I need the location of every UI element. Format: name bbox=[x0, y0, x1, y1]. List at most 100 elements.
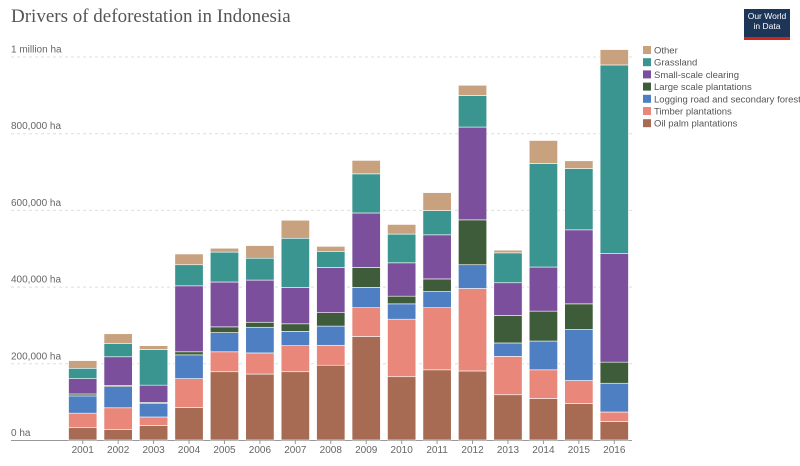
bar-segment-logging-road-and-secondary-forests-2014[interactable] bbox=[528, 340, 558, 371]
bar-segment-logging-road-and-secondary-forests-2003[interactable] bbox=[139, 403, 169, 418]
bar-segment-timber-plantations-2015[interactable] bbox=[564, 380, 594, 404]
bar-segment-oil-palm-plantations-2015[interactable] bbox=[564, 403, 594, 441]
bar-segment-grassland-2012[interactable] bbox=[458, 95, 488, 128]
bar-segment-grassland-2005[interactable] bbox=[209, 251, 239, 283]
bar-segment-oil-palm-plantations-2013[interactable] bbox=[493, 394, 523, 441]
bar-segment-logging-road-and-secondary-forests-2016[interactable] bbox=[599, 382, 629, 413]
bar-segment-large-scale-plantations-2007[interactable] bbox=[280, 323, 310, 332]
bar-segment-large-scale-plantations-2005[interactable] bbox=[209, 326, 239, 333]
bar-segment-other-2006[interactable] bbox=[245, 245, 275, 259]
bar-segment-other-2014[interactable] bbox=[528, 140, 558, 164]
bar-segment-timber-plantations-2006[interactable] bbox=[245, 352, 275, 375]
bar-segment-oil-palm-plantations-2014[interactable] bbox=[528, 398, 558, 441]
owid-logo[interactable]: Our World in Data bbox=[744, 9, 790, 40]
legend-item-logging-road-and-secondary-forests[interactable]: Logging road and secondary forests bbox=[643, 94, 800, 105]
bar-segment-timber-plantations-2010[interactable] bbox=[387, 318, 417, 378]
bar-segment-oil-palm-plantations-2012[interactable] bbox=[458, 370, 488, 441]
bar-segment-timber-plantations-2002[interactable] bbox=[103, 407, 133, 430]
bar-segment-small-scale-clearing-2012[interactable] bbox=[458, 126, 488, 221]
bar-segment-logging-road-and-secondary-forests-2002[interactable] bbox=[103, 386, 133, 409]
bar-segment-other-2007[interactable] bbox=[280, 219, 310, 239]
bar-segment-large-scale-plantations-2008[interactable] bbox=[316, 312, 346, 327]
bar-segment-logging-road-and-secondary-forests-2010[interactable] bbox=[387, 303, 417, 320]
bar-segment-small-scale-clearing-2003[interactable] bbox=[139, 384, 169, 403]
bar-segment-other-2003[interactable] bbox=[139, 345, 169, 350]
bar-segment-timber-plantations-2007[interactable] bbox=[280, 345, 310, 373]
bar-segment-other-2001[interactable] bbox=[68, 360, 98, 369]
bar-segment-other-2016[interactable] bbox=[599, 49, 629, 66]
bar-segment-small-scale-clearing-2004[interactable] bbox=[174, 285, 204, 353]
bar-segment-small-scale-clearing-2001[interactable] bbox=[68, 378, 98, 395]
bar-segment-logging-road-and-secondary-forests-2011[interactable] bbox=[422, 291, 452, 308]
bar-segment-large-scale-plantations-2004[interactable] bbox=[174, 351, 204, 356]
bar-segment-oil-palm-plantations-2001[interactable] bbox=[68, 427, 98, 441]
bar-segment-oil-palm-plantations-2007[interactable] bbox=[280, 371, 310, 441]
bar-segment-grassland-2006[interactable] bbox=[245, 257, 275, 281]
bar-segment-other-2015[interactable] bbox=[564, 160, 594, 169]
bar-segment-timber-plantations-2009[interactable] bbox=[351, 307, 381, 337]
bar-segment-oil-palm-plantations-2009[interactable] bbox=[351, 336, 381, 441]
bar-segment-oil-palm-plantations-2004[interactable] bbox=[174, 407, 204, 441]
bar-segment-other-2002[interactable] bbox=[103, 333, 133, 344]
bar-segment-oil-palm-plantations-2010[interactable] bbox=[387, 376, 417, 441]
legend-item-small-scale-clearing[interactable]: Small-scale clearing bbox=[643, 70, 739, 81]
bar-segment-large-scale-plantations-2016[interactable] bbox=[599, 361, 629, 384]
bar-segment-large-scale-plantations-2006[interactable] bbox=[245, 321, 275, 328]
bar-segment-large-scale-plantations-2013[interactable] bbox=[493, 315, 523, 344]
bar-segment-logging-road-and-secondary-forests-2004[interactable] bbox=[174, 354, 204, 379]
bar-segment-large-scale-plantations-2015[interactable] bbox=[564, 303, 594, 330]
bar-segment-grassland-2008[interactable] bbox=[316, 251, 346, 268]
bar-segment-logging-road-and-secondary-forests-2013[interactable] bbox=[493, 342, 523, 357]
legend-item-large-scale-plantations[interactable]: Large scale plantations bbox=[643, 82, 752, 93]
bar-segment-grassland-2002[interactable] bbox=[103, 343, 133, 358]
bar-segment-timber-plantations-2011[interactable] bbox=[422, 307, 452, 371]
bar-segment-logging-road-and-secondary-forests-2007[interactable] bbox=[280, 331, 310, 346]
bar-segment-timber-plantations-2004[interactable] bbox=[174, 378, 204, 408]
bar-segment-logging-road-and-secondary-forests-2012[interactable] bbox=[458, 264, 488, 289]
bar-segment-small-scale-clearing-2006[interactable] bbox=[245, 279, 275, 323]
bar-segment-small-scale-clearing-2005[interactable] bbox=[209, 281, 239, 328]
bar-segment-grassland-2011[interactable] bbox=[422, 210, 452, 236]
bar-segment-other-2009[interactable] bbox=[351, 160, 381, 175]
bar-segment-oil-palm-plantations-2002[interactable] bbox=[103, 429, 133, 441]
bar-segment-small-scale-clearing-2010[interactable] bbox=[387, 262, 417, 297]
bar-segment-grassland-2009[interactable] bbox=[351, 173, 381, 214]
bar-segment-large-scale-plantations-2010[interactable] bbox=[387, 295, 417, 305]
legend-item-grassland[interactable]: Grassland bbox=[643, 58, 697, 69]
bar-segment-large-scale-plantations-2009[interactable] bbox=[351, 267, 381, 288]
bar-segment-logging-road-and-secondary-forests-2006[interactable] bbox=[245, 326, 275, 354]
bar-segment-timber-plantations-2014[interactable] bbox=[528, 369, 558, 399]
bar-segment-other-2013[interactable] bbox=[493, 249, 523, 254]
bar-segment-timber-plantations-2008[interactable] bbox=[316, 344, 346, 366]
legend-item-oil-palm-plantations[interactable]: Oil palm plantations bbox=[643, 119, 738, 130]
bar-segment-grassland-2015[interactable] bbox=[564, 168, 594, 231]
bar-segment-timber-plantations-2013[interactable] bbox=[493, 356, 523, 396]
bar-segment-oil-palm-plantations-2008[interactable] bbox=[316, 364, 346, 441]
bar-segment-grassland-2003[interactable] bbox=[139, 349, 169, 386]
bar-segment-other-2011[interactable] bbox=[422, 192, 452, 211]
bar-segment-other-2012[interactable] bbox=[458, 84, 488, 96]
bar-segment-logging-road-and-secondary-forests-2005[interactable] bbox=[209, 332, 239, 353]
bar-segment-other-2010[interactable] bbox=[387, 224, 417, 235]
bar-segment-grassland-2010[interactable] bbox=[387, 233, 417, 264]
bar-segment-timber-plantations-2016[interactable] bbox=[599, 411, 629, 422]
bar-segment-grassland-2014[interactable] bbox=[528, 163, 558, 268]
bar-segment-grassland-2016[interactable] bbox=[599, 64, 629, 254]
bar-segment-small-scale-clearing-2015[interactable] bbox=[564, 229, 594, 305]
bar-segment-grassland-2007[interactable] bbox=[280, 237, 310, 288]
bar-segment-other-2004[interactable] bbox=[174, 253, 204, 266]
bar-segment-oil-palm-plantations-2016[interactable] bbox=[599, 421, 629, 441]
bar-segment-logging-road-and-secondary-forests-2001[interactable] bbox=[68, 395, 98, 414]
bar-segment-oil-palm-plantations-2003[interactable] bbox=[139, 425, 169, 441]
bar-segment-small-scale-clearing-2007[interactable] bbox=[280, 287, 310, 325]
bar-segment-small-scale-clearing-2016[interactable] bbox=[599, 253, 629, 363]
bar-segment-small-scale-clearing-2009[interactable] bbox=[351, 212, 381, 268]
bar-segment-other-2005[interactable] bbox=[209, 247, 239, 253]
bar-segment-small-scale-clearing-2011[interactable] bbox=[422, 234, 452, 280]
bar-segment-timber-plantations-2001[interactable] bbox=[68, 412, 98, 429]
legend-item-timber-plantations[interactable]: Timber plantations bbox=[643, 107, 732, 118]
bar-segment-logging-road-and-secondary-forests-2009[interactable] bbox=[351, 287, 381, 308]
bar-segment-small-scale-clearing-2014[interactable] bbox=[528, 266, 558, 312]
bar-segment-grassland-2004[interactable] bbox=[174, 264, 204, 287]
bar-segment-oil-palm-plantations-2006[interactable] bbox=[245, 373, 275, 441]
